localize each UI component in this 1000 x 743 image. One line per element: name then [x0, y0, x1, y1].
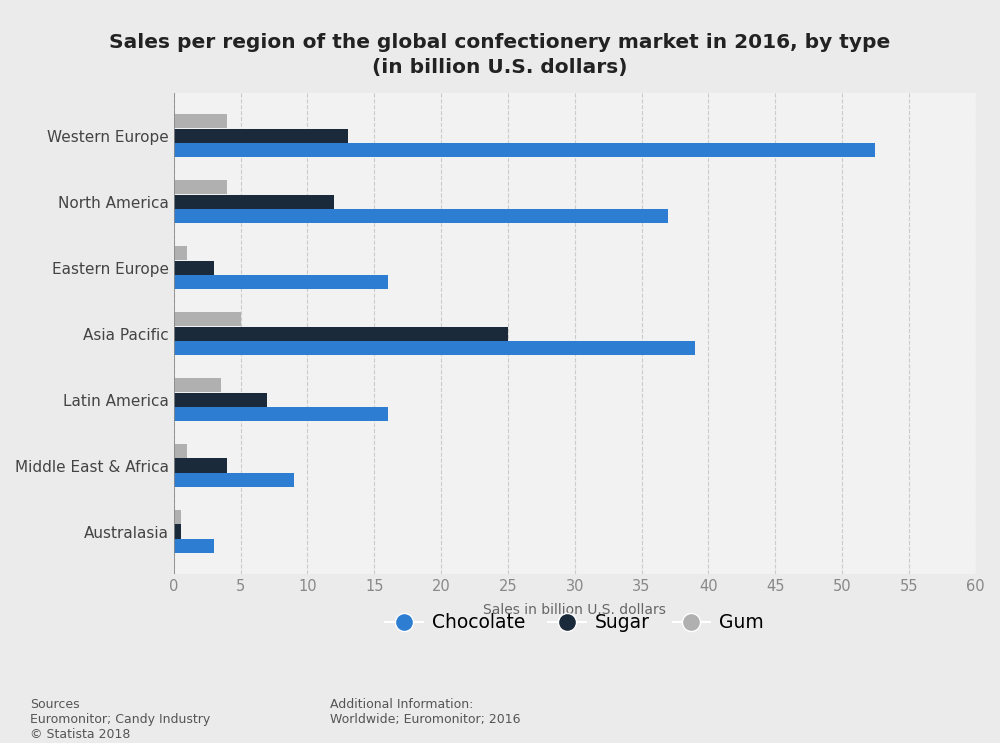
Bar [174, 129, 348, 143]
Bar [174, 181, 227, 195]
Bar [174, 261, 214, 275]
Text: Sales per region of the global confectionery market in 2016, by type
(in billion: Sales per region of the global confectio… [109, 33, 891, 77]
Bar [174, 275, 388, 289]
Bar [174, 407, 388, 421]
Bar [174, 458, 227, 473]
Bar [174, 210, 668, 224]
Text: Sources
Euromonitor; Candy Industry
© Statista 2018: Sources Euromonitor; Candy Industry © St… [30, 698, 210, 742]
Bar [174, 444, 187, 458]
Bar [174, 525, 181, 539]
Bar [174, 392, 267, 406]
Legend: Chocolate, Sugar, Gum: Chocolate, Sugar, Gum [378, 606, 772, 640]
Text: Additional Information:
Worldwide; Euromonitor; 2016: Additional Information: Worldwide; Eurom… [330, 698, 520, 727]
Bar [174, 195, 334, 209]
X-axis label: Sales in billion U.S. dollars: Sales in billion U.S. dollars [483, 603, 666, 617]
Bar [174, 539, 214, 553]
Bar [174, 327, 508, 341]
Bar [174, 473, 294, 487]
Bar [174, 341, 695, 355]
Bar [174, 378, 221, 392]
Bar [174, 510, 181, 524]
Bar [174, 246, 187, 260]
Bar [174, 114, 227, 129]
Bar [174, 143, 875, 158]
Bar [174, 312, 241, 326]
